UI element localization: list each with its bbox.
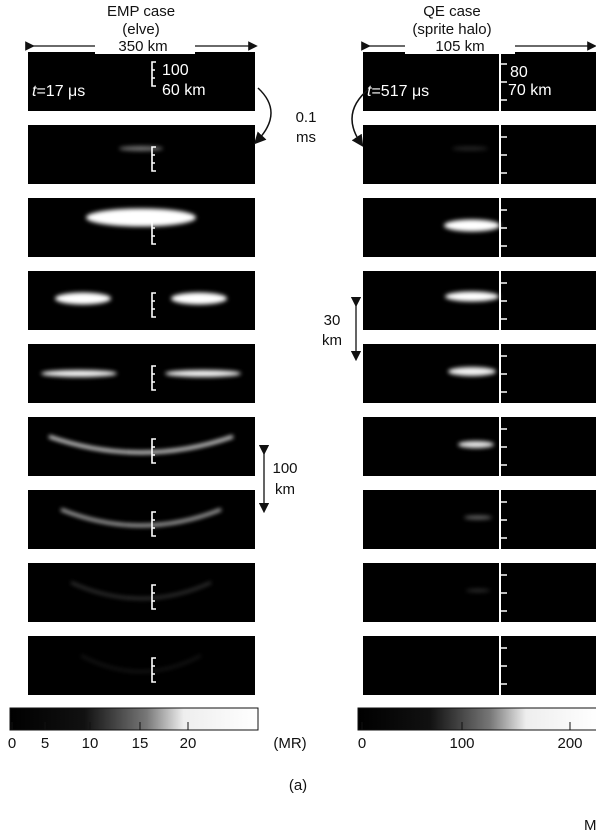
image-panel bbox=[363, 52, 596, 111]
emission bbox=[445, 291, 499, 302]
emission bbox=[48, 434, 234, 455]
column-subtitle: (sprite halo) bbox=[412, 21, 491, 38]
panel-label: (a) bbox=[289, 777, 307, 794]
time-label: t=17 μs bbox=[32, 83, 85, 100]
annotation: 0.1 bbox=[296, 109, 317, 126]
emission bbox=[448, 367, 496, 376]
altitude-label: 70 km bbox=[508, 82, 552, 99]
image-panel bbox=[28, 198, 255, 257]
colorbar-unit: (MR) bbox=[273, 735, 306, 752]
colorbar-tick-label: 20 bbox=[180, 735, 197, 752]
column-title: EMP case bbox=[107, 3, 175, 20]
column-subtitle: (elve) bbox=[122, 21, 160, 38]
emission bbox=[466, 589, 490, 592]
emission bbox=[70, 581, 212, 600]
altitude-bracket bbox=[151, 584, 156, 610]
image-panel bbox=[363, 125, 596, 184]
image-panel bbox=[363, 636, 596, 695]
time-var: t bbox=[32, 83, 37, 100]
corner-text: M bbox=[584, 817, 596, 834]
emission bbox=[452, 146, 488, 151]
time-value: =517 μs bbox=[371, 83, 429, 100]
annotation: ms bbox=[296, 129, 316, 146]
image-panel bbox=[28, 52, 255, 111]
emission bbox=[41, 370, 117, 377]
emission bbox=[119, 146, 163, 151]
label-bg bbox=[95, 38, 195, 54]
altitude-label: 60 km bbox=[162, 82, 206, 99]
colorbar-tick-label: 0 bbox=[8, 735, 16, 752]
image-panel bbox=[28, 417, 255, 476]
image-panel bbox=[28, 490, 255, 549]
colorbar bbox=[9, 707, 259, 731]
emission bbox=[458, 441, 494, 448]
colorbar-tick-label: 100 bbox=[449, 735, 474, 752]
time-var: t bbox=[367, 83, 372, 100]
altitude-bracket bbox=[151, 365, 156, 391]
colorbar bbox=[357, 707, 596, 731]
emission bbox=[444, 219, 500, 232]
annotation: km bbox=[275, 481, 295, 498]
width-label: 105 km bbox=[435, 38, 484, 55]
emission bbox=[60, 508, 222, 527]
time-label: t=517 μs bbox=[367, 83, 429, 100]
annotation: km bbox=[322, 332, 342, 349]
emission bbox=[165, 370, 241, 377]
altitude-label: 80 bbox=[510, 64, 528, 81]
altitude-bracket bbox=[151, 438, 156, 464]
emission bbox=[80, 654, 202, 673]
label-bg bbox=[405, 38, 515, 54]
column-title: QE case bbox=[423, 3, 481, 20]
image-panel bbox=[363, 490, 596, 549]
altitude-bracket bbox=[151, 292, 156, 318]
altitude-bracket bbox=[151, 219, 156, 245]
time-arrow bbox=[253, 87, 272, 145]
colorbar-tick-label: 200 bbox=[557, 735, 582, 752]
image-panel bbox=[28, 563, 255, 622]
panels bbox=[28, 52, 596, 695]
altitude-label: 100 bbox=[162, 62, 189, 79]
annotation: 100 bbox=[272, 460, 297, 477]
emission bbox=[171, 292, 227, 305]
altitude-bracket bbox=[151, 146, 156, 172]
image-panel bbox=[363, 563, 596, 622]
emission bbox=[86, 208, 196, 227]
altitude-bracket bbox=[151, 511, 156, 537]
width-label: 350 km bbox=[118, 38, 167, 55]
altitude-bracket bbox=[151, 657, 156, 683]
emission bbox=[464, 515, 492, 520]
colorbar-tick-label: 5 bbox=[41, 735, 49, 752]
colorbar-tick-label: 10 bbox=[82, 735, 99, 752]
image-panel bbox=[28, 125, 255, 184]
time-arrow bbox=[351, 87, 371, 147]
annotation: 30 bbox=[324, 312, 341, 329]
colorbar-tick-label: 15 bbox=[132, 735, 149, 752]
colorbar-tick-label: 0 bbox=[358, 735, 366, 752]
altitude-bracket bbox=[151, 61, 156, 87]
emission bbox=[55, 292, 111, 305]
time-value: =17 μs bbox=[36, 83, 85, 100]
image-panel bbox=[28, 636, 255, 695]
